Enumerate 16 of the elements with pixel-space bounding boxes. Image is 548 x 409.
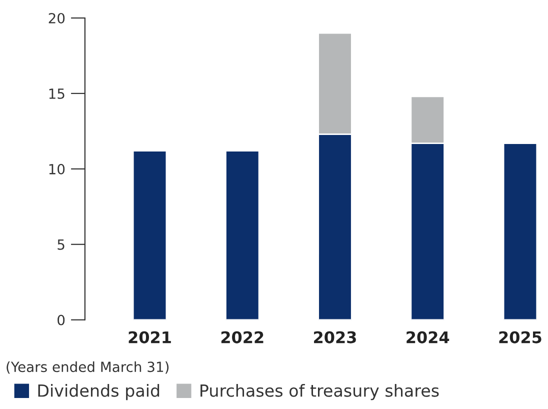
x-tick-label: 2024 <box>406 331 450 344</box>
bar <box>502 142 538 320</box>
y-tick-label: 10 <box>49 164 65 174</box>
legend-label: Purchases of treasury shares <box>200 384 439 400</box>
x-tick-label: 2021 <box>128 331 171 344</box>
bar <box>132 150 168 320</box>
x-tick-label: 2025 <box>499 331 542 344</box>
text: (Years ended March 31) <box>6 361 169 374</box>
x-tick-label: 2023 <box>314 331 356 344</box>
y-tick-label: 15 <box>49 88 64 99</box>
x-tick-label: 2022 <box>221 331 264 344</box>
bar <box>225 150 260 320</box>
legend-label: Dividends paid <box>38 384 160 400</box>
y-tick-label: 5 <box>58 240 64 250</box>
y-tick-label: 20 <box>48 12 65 24</box>
y-tick-label: 0 <box>58 314 65 326</box>
